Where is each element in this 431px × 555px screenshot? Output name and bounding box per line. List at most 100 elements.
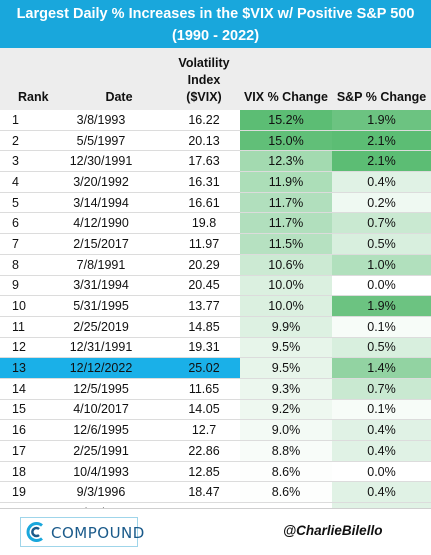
footer: COMPOUND @CharlieBilello (0, 508, 431, 555)
rank-cell: 10 (0, 295, 34, 317)
table-row: 18 10/4/1993 12.85 8.6% 0.0% (0, 461, 431, 483)
rank-cell: 4 (0, 171, 34, 193)
rank-cell: 18 (0, 461, 34, 483)
table-row: 5 3/14/1994 16.61 11.7% 0.2% (0, 192, 431, 214)
vix-level-cell: 16.31 (168, 171, 240, 193)
date-cell: 3/14/1994 (34, 192, 168, 214)
sp-change-cell: 0.4% (332, 440, 431, 462)
date-cell: 7/8/1991 (34, 254, 168, 276)
header-sp-change: S&P % Change (336, 90, 427, 104)
table-row: 19 9/3/1996 18.47 8.6% 0.4% (0, 481, 431, 504)
date-cell: 3/20/1992 (34, 171, 168, 193)
date-cell: 2/25/2019 (34, 316, 168, 338)
vix-change-cell: 9.0% (240, 419, 332, 441)
rank-cell: 17 (0, 440, 34, 462)
rank-cell: 15 (0, 399, 34, 421)
column-header-row: Rank Date Volatility Index ($VIX) VIX % … (0, 48, 431, 110)
table-row: 6 4/12/1990 19.8 11.7% 0.7% (0, 212, 431, 235)
sp-change-cell: 1.9% (332, 110, 431, 131)
title-line-2: (1990 - 2022) (171, 28, 260, 44)
date-cell: 4/10/2017 (34, 399, 168, 421)
vix-level-cell: 20.45 (168, 275, 240, 297)
date-cell: 10/4/1993 (34, 461, 168, 483)
sp-change-cell: 0.4% (332, 481, 431, 504)
data-table: 1 3/8/1993 16.22 15.2% 1.9% 2 5/5/1997 20.13 15.… (0, 110, 431, 524)
rank-cell: 14 (0, 378, 34, 400)
table-row: 15 4/10/2017 14.05 9.2% 0.1% (0, 399, 431, 421)
rank-cell: 19 (0, 481, 34, 504)
vix-change-cell: 9.9% (240, 316, 332, 338)
vix-change-cell: 9.2% (240, 399, 332, 421)
table-row: 12 12/31/1991 19.31 9.5% 0.5% (0, 337, 431, 359)
vix-change-cell: 9.5% (240, 357, 332, 379)
rank-cell: 9 (0, 275, 34, 297)
table-row: 7 2/15/2017 11.97 11.5% 0.5% (0, 233, 431, 255)
vix-change-cell: 8.8% (240, 440, 332, 462)
date-cell: 12/6/1995 (34, 419, 168, 441)
vix-change-cell: 15.0% (240, 130, 332, 152)
table-row: 3 12/30/1991 17.63 12.3% 2.1% (0, 150, 431, 173)
vix-level-cell: 19.8 (168, 212, 240, 235)
header-date: Date (105, 90, 133, 104)
date-cell: 12/31/1991 (34, 337, 168, 359)
sp-change-cell: 0.0% (332, 461, 431, 483)
vix-change-cell: 10.0% (240, 295, 332, 317)
vix-level-cell: 25.02 (168, 357, 240, 379)
date-cell: 3/31/1994 (34, 275, 168, 297)
vix-change-cell: 8.6% (240, 461, 332, 483)
rank-cell: 6 (0, 212, 34, 235)
table-row: 10 5/31/1995 13.77 10.0% 1.9% (0, 295, 431, 317)
vix-level-cell: 14.05 (168, 399, 240, 421)
vix-change-cell: 9.5% (240, 337, 332, 359)
vix-change-cell: 10.6% (240, 254, 332, 276)
vix-level-cell: 11.97 (168, 233, 240, 255)
vix-level-cell: 12.7 (168, 419, 240, 441)
vix-level-cell: 17.63 (168, 150, 240, 173)
rank-cell: 7 (0, 233, 34, 255)
header-vix-change: VIX % Change (243, 90, 329, 104)
rank-cell: 11 (0, 316, 34, 338)
table-row: 13 12/12/2022 25.02 9.5% 1.4% (0, 357, 431, 379)
vix-change-cell: 12.3% (240, 150, 332, 173)
vix-level-cell: 12.85 (168, 461, 240, 483)
table-row: 14 12/5/1995 11.65 9.3% 0.7% (0, 378, 431, 400)
table-row: 17 2/25/1991 22.86 8.8% 0.4% (0, 440, 431, 462)
rank-cell: 2 (0, 130, 34, 152)
table-row: 11 2/25/2019 14.85 9.9% 0.1% (0, 316, 431, 338)
rank-cell: 13 (0, 357, 34, 379)
date-cell: 5/31/1995 (34, 295, 168, 317)
vix-level-cell: 14.85 (168, 316, 240, 338)
table-title: Largest Daily % Increases in the $VIX w/… (0, 0, 431, 48)
table-row: 2 5/5/1997 20.13 15.0% 2.1% (0, 130, 431, 152)
vix-level-cell: 22.86 (168, 440, 240, 462)
sp-change-cell: 2.1% (332, 150, 431, 173)
table-row: 1 3/8/1993 16.22 15.2% 1.9% (0, 110, 431, 131)
vix-change-cell: 15.2% (240, 110, 332, 131)
table-row: 4 3/20/1992 16.31 11.9% 0.4% (0, 171, 431, 193)
vix-change-cell: 11.7% (240, 212, 332, 235)
sp-change-cell: 0.4% (332, 171, 431, 193)
date-cell: 9/3/1996 (34, 481, 168, 504)
rank-cell: 12 (0, 337, 34, 359)
logo-text: COMPOUND (51, 524, 145, 542)
rank-cell: 16 (0, 419, 34, 441)
sp-change-cell: 0.2% (332, 192, 431, 214)
rank-cell: 1 (0, 110, 34, 131)
date-cell: 2/15/2017 (34, 233, 168, 255)
vix-level-cell: 20.13 (168, 130, 240, 152)
vix-change-cell: 9.3% (240, 378, 332, 400)
vix-change-cell: 8.6% (240, 481, 332, 504)
vix-level-cell: 19.31 (168, 337, 240, 359)
compound-logo-icon (26, 522, 43, 542)
sp-change-cell: 1.0% (332, 254, 431, 276)
sp-change-cell: 2.1% (332, 130, 431, 152)
table-row: 16 12/6/1995 12.7 9.0% 0.4% (0, 419, 431, 441)
vix-level-cell: 11.65 (168, 378, 240, 400)
vix-change-cell: 11.9% (240, 171, 332, 193)
author-handle: @CharlieBilello (283, 523, 383, 538)
date-cell: 12/5/1995 (34, 378, 168, 400)
sp-change-cell: 0.1% (332, 316, 431, 338)
vix-level-cell: 16.22 (168, 110, 240, 131)
table-row: 9 3/31/1994 20.45 10.0% 0.0% (0, 275, 431, 297)
